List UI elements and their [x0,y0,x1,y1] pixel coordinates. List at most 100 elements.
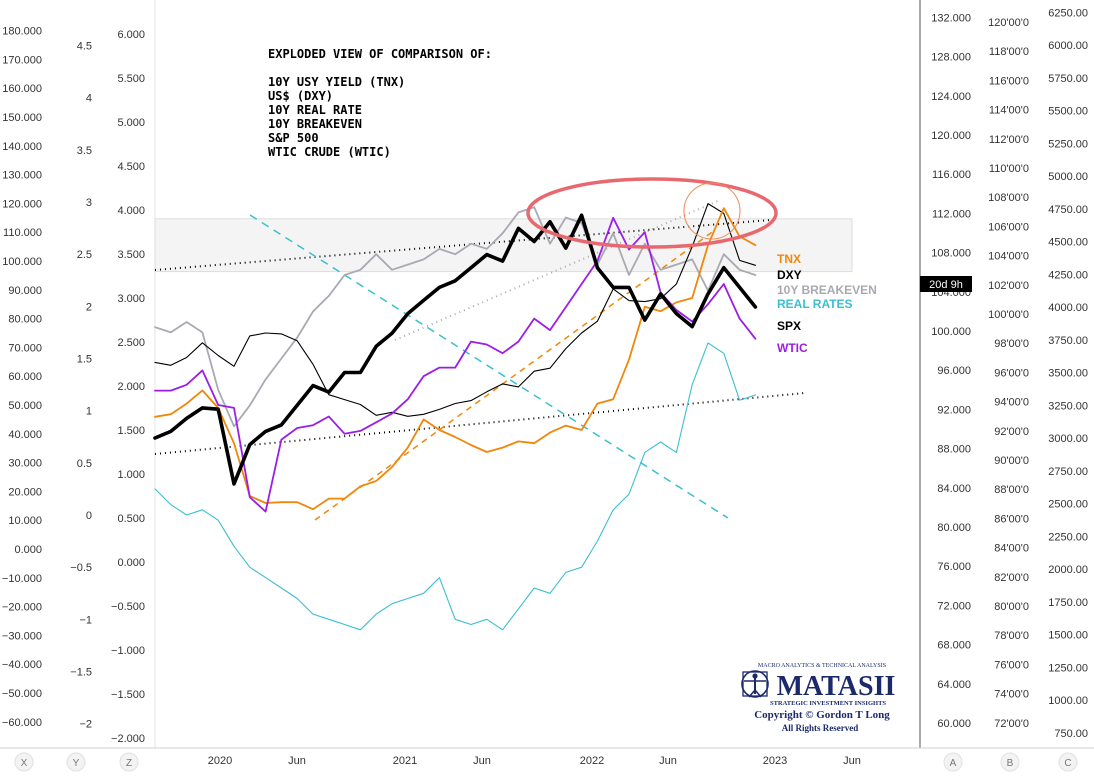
axis-tick-label: 4750.00 [1048,204,1088,216]
axis-tick-label: 84'00'0 [994,543,1029,555]
axis-button-a[interactable] [943,752,963,772]
right-axis-a-labels: 132.000 128.000 124.000 120.000 116.000 112.0… [931,12,971,730]
axis-tick-label: −50.000 [2,688,42,700]
axis-tick-label: 120.000 [931,130,971,142]
axis-tick-label: 96'00'0 [994,367,1029,379]
title-line: US$ (DXY) [268,89,333,103]
axis-tick-label: 116.000 [932,169,971,181]
axis-tick-label: 94'00'0 [994,397,1029,409]
axis-tick-label: 6000.00 [1048,40,1088,52]
axis-tick-label: 76'00'0 [994,659,1029,671]
axis-tick-label: −30.000 [2,630,42,642]
axis-tick-label: 88'00'0 [994,484,1029,496]
time-tick-label: 2022 [580,755,604,767]
axis-tick-label: 30.000 [8,458,42,470]
axis-tick-label: 88.000 [937,444,971,456]
axis-tick-label: 0 [86,510,92,522]
axis-tick-label: 68.000 [937,640,971,652]
axis-tick-label: 5.500 [117,73,145,85]
left-axis-y-labels: 4.5 4 3.5 3 2.5 2 1.5 1 0.5 0 −0.5 −1 −1.5 −2 [70,41,92,731]
legend-item: 10Y BREAKEVEN [777,283,877,297]
legend-item: SPX [777,319,801,333]
axis-tick-label: 5500.00 [1048,106,1088,118]
tnx-trend-line [314,229,716,521]
axis-tick-label: 112.000 [932,208,971,220]
logo-rights: All Rights Reserved [782,723,859,733]
axis-tick-label: 40.000 [8,429,42,441]
axis-tick-label: 4250.00 [1048,269,1088,281]
axis-button-c[interactable] [1058,752,1078,772]
axis-button-label: B [1007,758,1014,769]
title-line: WTIC CRUDE (WTIC) [268,145,391,159]
axis-button-label: X [21,758,28,769]
axis-button-b[interactable] [1000,752,1020,772]
axis-tick-label: −2 [79,719,92,731]
axis-tick-label: 3500.00 [1048,368,1088,380]
axis-tick-label: 4000.00 [1048,302,1088,314]
axis-tick-label: 160.000 [2,83,42,95]
axis-tick-label: 84.000 [937,483,971,495]
axis-tick-label: 1.000 [117,469,145,481]
axis-button-label: A [950,758,957,769]
axis-tick-label: 5750.00 [1048,73,1088,85]
axis-tick-label: 108.000 [931,248,971,260]
axis-tick-label: −1.000 [111,645,145,657]
axis-tick-label: 78'00'0 [994,630,1029,642]
axis-tick-label: −1.5 [70,667,92,679]
axis-tick-label: 1.5 [77,354,92,366]
axis-tick-label: −2.000 [111,733,145,745]
title-line: 10Y BREAKEVEN [268,117,362,131]
series-line-tnx [154,207,757,511]
title-line: EXPLODED VIEW OF COMPARISON OF: [268,47,492,61]
axis-tick-label: 72.000 [937,600,971,612]
axis-tick-label: 4 [86,93,92,105]
price-tag: 20d 9h [929,279,963,291]
axis-tick-label: 80.000 [8,314,42,326]
axis-tick-label: 3000.00 [1048,433,1088,445]
series-line-10y-breakeven [154,206,757,428]
time-tick-label: Jun [843,755,861,767]
axis-tick-label: 130.000 [2,170,42,182]
axis-tick-label: 2750.00 [1048,466,1088,478]
axis-tick-label: 82'00'0 [994,572,1029,584]
axis-tick-label: 92.000 [937,404,971,416]
axis-tick-label: 98'00'0 [994,338,1029,350]
time-tick-label: 2021 [393,755,417,767]
axis-tick-label: 2250.00 [1048,531,1088,543]
time-tick-label: 2023 [763,755,787,767]
axis-tick-label: 3 [86,197,92,209]
axis-tick-label: 150.000 [2,112,42,124]
left-axis-z-labels: 6.000 5.500 5.000 4.500 4.000 3.500 3.000 2.500… [111,29,145,745]
highlight-circle [683,182,741,240]
axis-tick-label: 3.500 [117,249,145,261]
logo-background [737,658,905,708]
axis-tick-label: 124.000 [931,91,971,103]
axis-button-y[interactable] [66,752,86,772]
axis-tick-label: 5250.00 [1048,138,1088,150]
axis-tick-label: 2000.00 [1048,564,1088,576]
axis-button-x[interactable] [14,752,34,772]
axis-tick-label: 5.000 [117,117,145,129]
axis-tick-label: 1 [86,406,92,418]
title-line: S&P 500 [268,131,319,145]
axis-tick-label: 102'00'0 [988,280,1029,292]
axis-tick-label: 80'00'0 [994,601,1029,613]
axis-tick-label: 110.000 [3,227,42,239]
axis-tick-label: 120'00'0 [988,17,1029,29]
logo-name: MATASII [777,671,896,702]
title-block: EXPLODED VIEW OF COMPARISON OF: 10Y USY Y… [268,47,492,159]
price-tag-box [920,276,972,292]
axis-tick-label: 104'00'0 [988,251,1029,263]
axis-tick-label: 76.000 [937,561,971,573]
axis-tick-label: −20.000 [2,602,42,614]
axis-button-z[interactable] [119,752,139,772]
right-axis-b-labels: 120'00'0 118'00'0 116'00'0 114'00'0 112'00'0… [988,17,1029,730]
axis-tick-label: 3250.00 [1048,400,1088,412]
axis-tick-label: 80.000 [937,522,971,534]
time-axis-labels: 2020 Jun 2021 Jun 2022 Jun 2023 Jun [208,755,861,767]
axis-tick-label: 1250.00 [1048,662,1088,674]
matasii-logo: MACRO ANALYTICS & TECHNICAL ANALYSIS MAT… [737,658,905,733]
axis-tick-label: 2 [86,301,92,313]
axis-tick-label: 90'00'0 [994,455,1029,467]
axis-tick-label: 128.000 [931,52,971,64]
